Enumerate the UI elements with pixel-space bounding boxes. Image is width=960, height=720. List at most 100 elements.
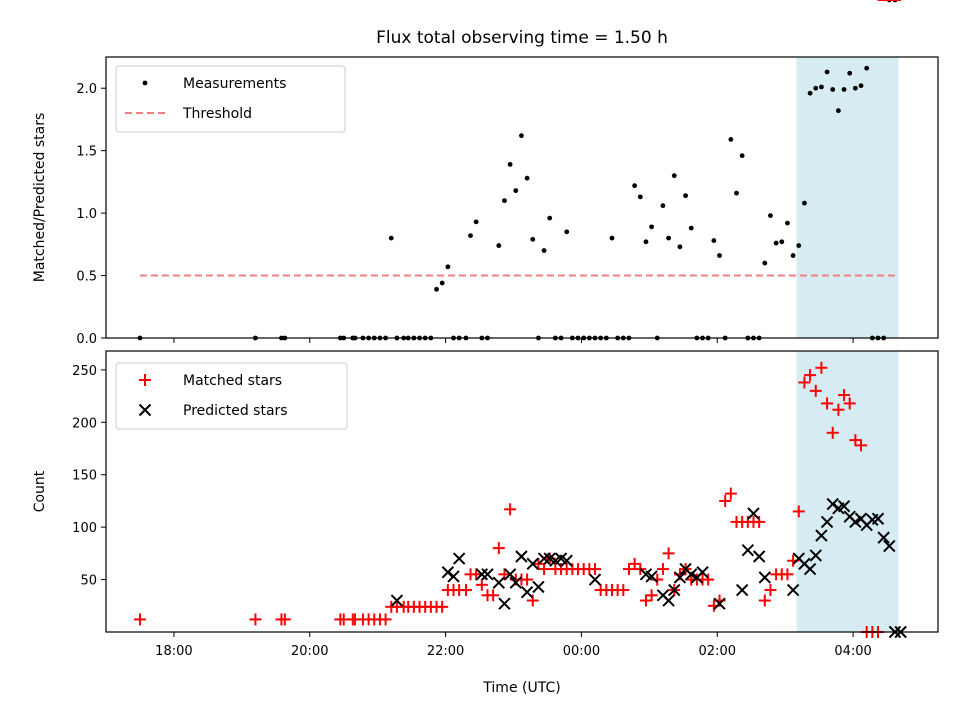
measurement-point bbox=[666, 235, 671, 241]
measurement-point bbox=[717, 253, 722, 258]
shaded-region bbox=[796, 57, 899, 338]
measurement-point bbox=[513, 188, 519, 194]
measurement-point bbox=[739, 153, 745, 159]
legend-label: Predicted stars bbox=[183, 403, 288, 419]
matched-star-point bbox=[804, 369, 817, 382]
legend: Measurements Threshold bbox=[115, 65, 346, 133]
matched-star-point bbox=[838, 389, 851, 402]
predicted-star-point bbox=[503, 568, 517, 581]
matched-star-point bbox=[521, 573, 534, 586]
measurement-point bbox=[864, 65, 870, 71]
matched-star-point bbox=[639, 594, 652, 607]
matched-star-point bbox=[702, 573, 715, 586]
predicted-star-point bbox=[447, 570, 460, 583]
matched-star-point bbox=[487, 589, 500, 602]
predicted-star-point bbox=[837, 499, 851, 513]
predicted-star-point bbox=[441, 566, 455, 579]
measurement-point bbox=[637, 194, 643, 200]
matched-star-point bbox=[628, 557, 641, 570]
predicted-star-point bbox=[520, 585, 534, 599]
matched-star-point bbox=[792, 505, 805, 518]
predicted-star-point bbox=[537, 552, 551, 565]
predicted-star-point bbox=[826, 497, 839, 511]
predicted-star-point bbox=[668, 583, 681, 597]
predicted-star-point bbox=[390, 594, 404, 607]
predicted-star-point bbox=[673, 571, 687, 584]
y-tick-label: 250 bbox=[72, 364, 97, 379]
y-axis-label: Count bbox=[32, 470, 48, 512]
bottom-panel: 50 100 150 200 250 18:00 20:00 22:00 00:00 02:00 0… bbox=[32, 0, 939, 659]
predicted-star-point bbox=[526, 557, 539, 571]
measurement-point bbox=[473, 219, 479, 225]
measurement-point bbox=[688, 225, 694, 231]
predicted-star-point bbox=[752, 550, 766, 563]
measurement-point bbox=[807, 90, 813, 96]
matched-star-point bbox=[821, 397, 834, 410]
matched-star-point bbox=[815, 361, 828, 374]
matched-star-point bbox=[809, 384, 822, 397]
predicted-star-point bbox=[713, 597, 726, 610]
predicted-star-point bbox=[815, 529, 828, 542]
measurement-point bbox=[728, 137, 734, 142]
matched-star-point bbox=[498, 568, 511, 581]
measurement-point bbox=[649, 224, 655, 230]
predicted-star-point bbox=[532, 580, 545, 594]
matched-star-point bbox=[459, 584, 472, 597]
measurement-point bbox=[671, 173, 677, 179]
predicted-star-point bbox=[758, 571, 772, 584]
matched-star-point bbox=[651, 573, 664, 586]
chart-title: Flux total observing time = 1.50 h bbox=[376, 28, 668, 48]
matched-star-point bbox=[656, 563, 669, 576]
plot-frame bbox=[105, 350, 939, 633]
measurement-point bbox=[541, 248, 547, 253]
matched-star-point bbox=[492, 542, 505, 555]
predicted-star-point bbox=[786, 583, 800, 597]
matched-star-point bbox=[526, 594, 539, 607]
predicted-star-point bbox=[803, 562, 817, 576]
matched-star-point bbox=[436, 600, 449, 613]
matched-star-point bbox=[249, 613, 262, 626]
measurement-point bbox=[439, 280, 445, 286]
measurement-point bbox=[496, 243, 502, 248]
matched-star-point bbox=[475, 578, 488, 591]
shaded-region bbox=[796, 351, 899, 632]
measurement-point bbox=[796, 243, 802, 248]
legend-measurement-swatch bbox=[142, 80, 148, 86]
measurement-point bbox=[824, 69, 830, 75]
y-tick-label: 50 bbox=[80, 574, 97, 589]
measurement-point bbox=[802, 200, 807, 206]
predicted-star-point bbox=[696, 566, 709, 579]
measurement-point bbox=[445, 264, 451, 270]
predicted-star-point bbox=[515, 550, 528, 563]
matched-star-point bbox=[504, 503, 517, 516]
y-tick-label: 1.0 bbox=[76, 207, 97, 222]
measurement-point bbox=[502, 198, 507, 204]
x-axis-label: Time (UTC) bbox=[482, 680, 560, 696]
predicted-star-point bbox=[560, 554, 573, 567]
measurement-point bbox=[835, 108, 841, 114]
measurement-point bbox=[434, 286, 439, 292]
legend-label: Matched stars bbox=[183, 373, 282, 389]
measurement-point bbox=[530, 236, 536, 242]
measurement-point bbox=[790, 253, 796, 258]
predicted-star-point bbox=[481, 568, 494, 581]
measurement-point bbox=[547, 215, 553, 221]
predicted-star-point bbox=[685, 568, 698, 581]
matched-star-point bbox=[662, 547, 675, 560]
y-tick-label: 100 bbox=[72, 521, 97, 536]
x-tick-label: 02:00 bbox=[699, 644, 736, 659]
predicted-star-point bbox=[820, 515, 834, 529]
matched-star-point bbox=[278, 613, 291, 626]
measurement-point bbox=[683, 193, 688, 199]
measurement-point bbox=[564, 229, 570, 235]
measurement-point bbox=[519, 133, 524, 139]
predicted-star-point bbox=[747, 507, 760, 520]
predicted-star-point bbox=[741, 544, 755, 557]
matched-star-point bbox=[826, 426, 839, 439]
y-tick-label: 2.0 bbox=[76, 82, 97, 97]
measurement-point bbox=[507, 162, 513, 167]
matched-star-point bbox=[855, 439, 868, 452]
measurement-point bbox=[819, 84, 824, 90]
legend: Matched stars Predicted stars bbox=[115, 362, 348, 430]
